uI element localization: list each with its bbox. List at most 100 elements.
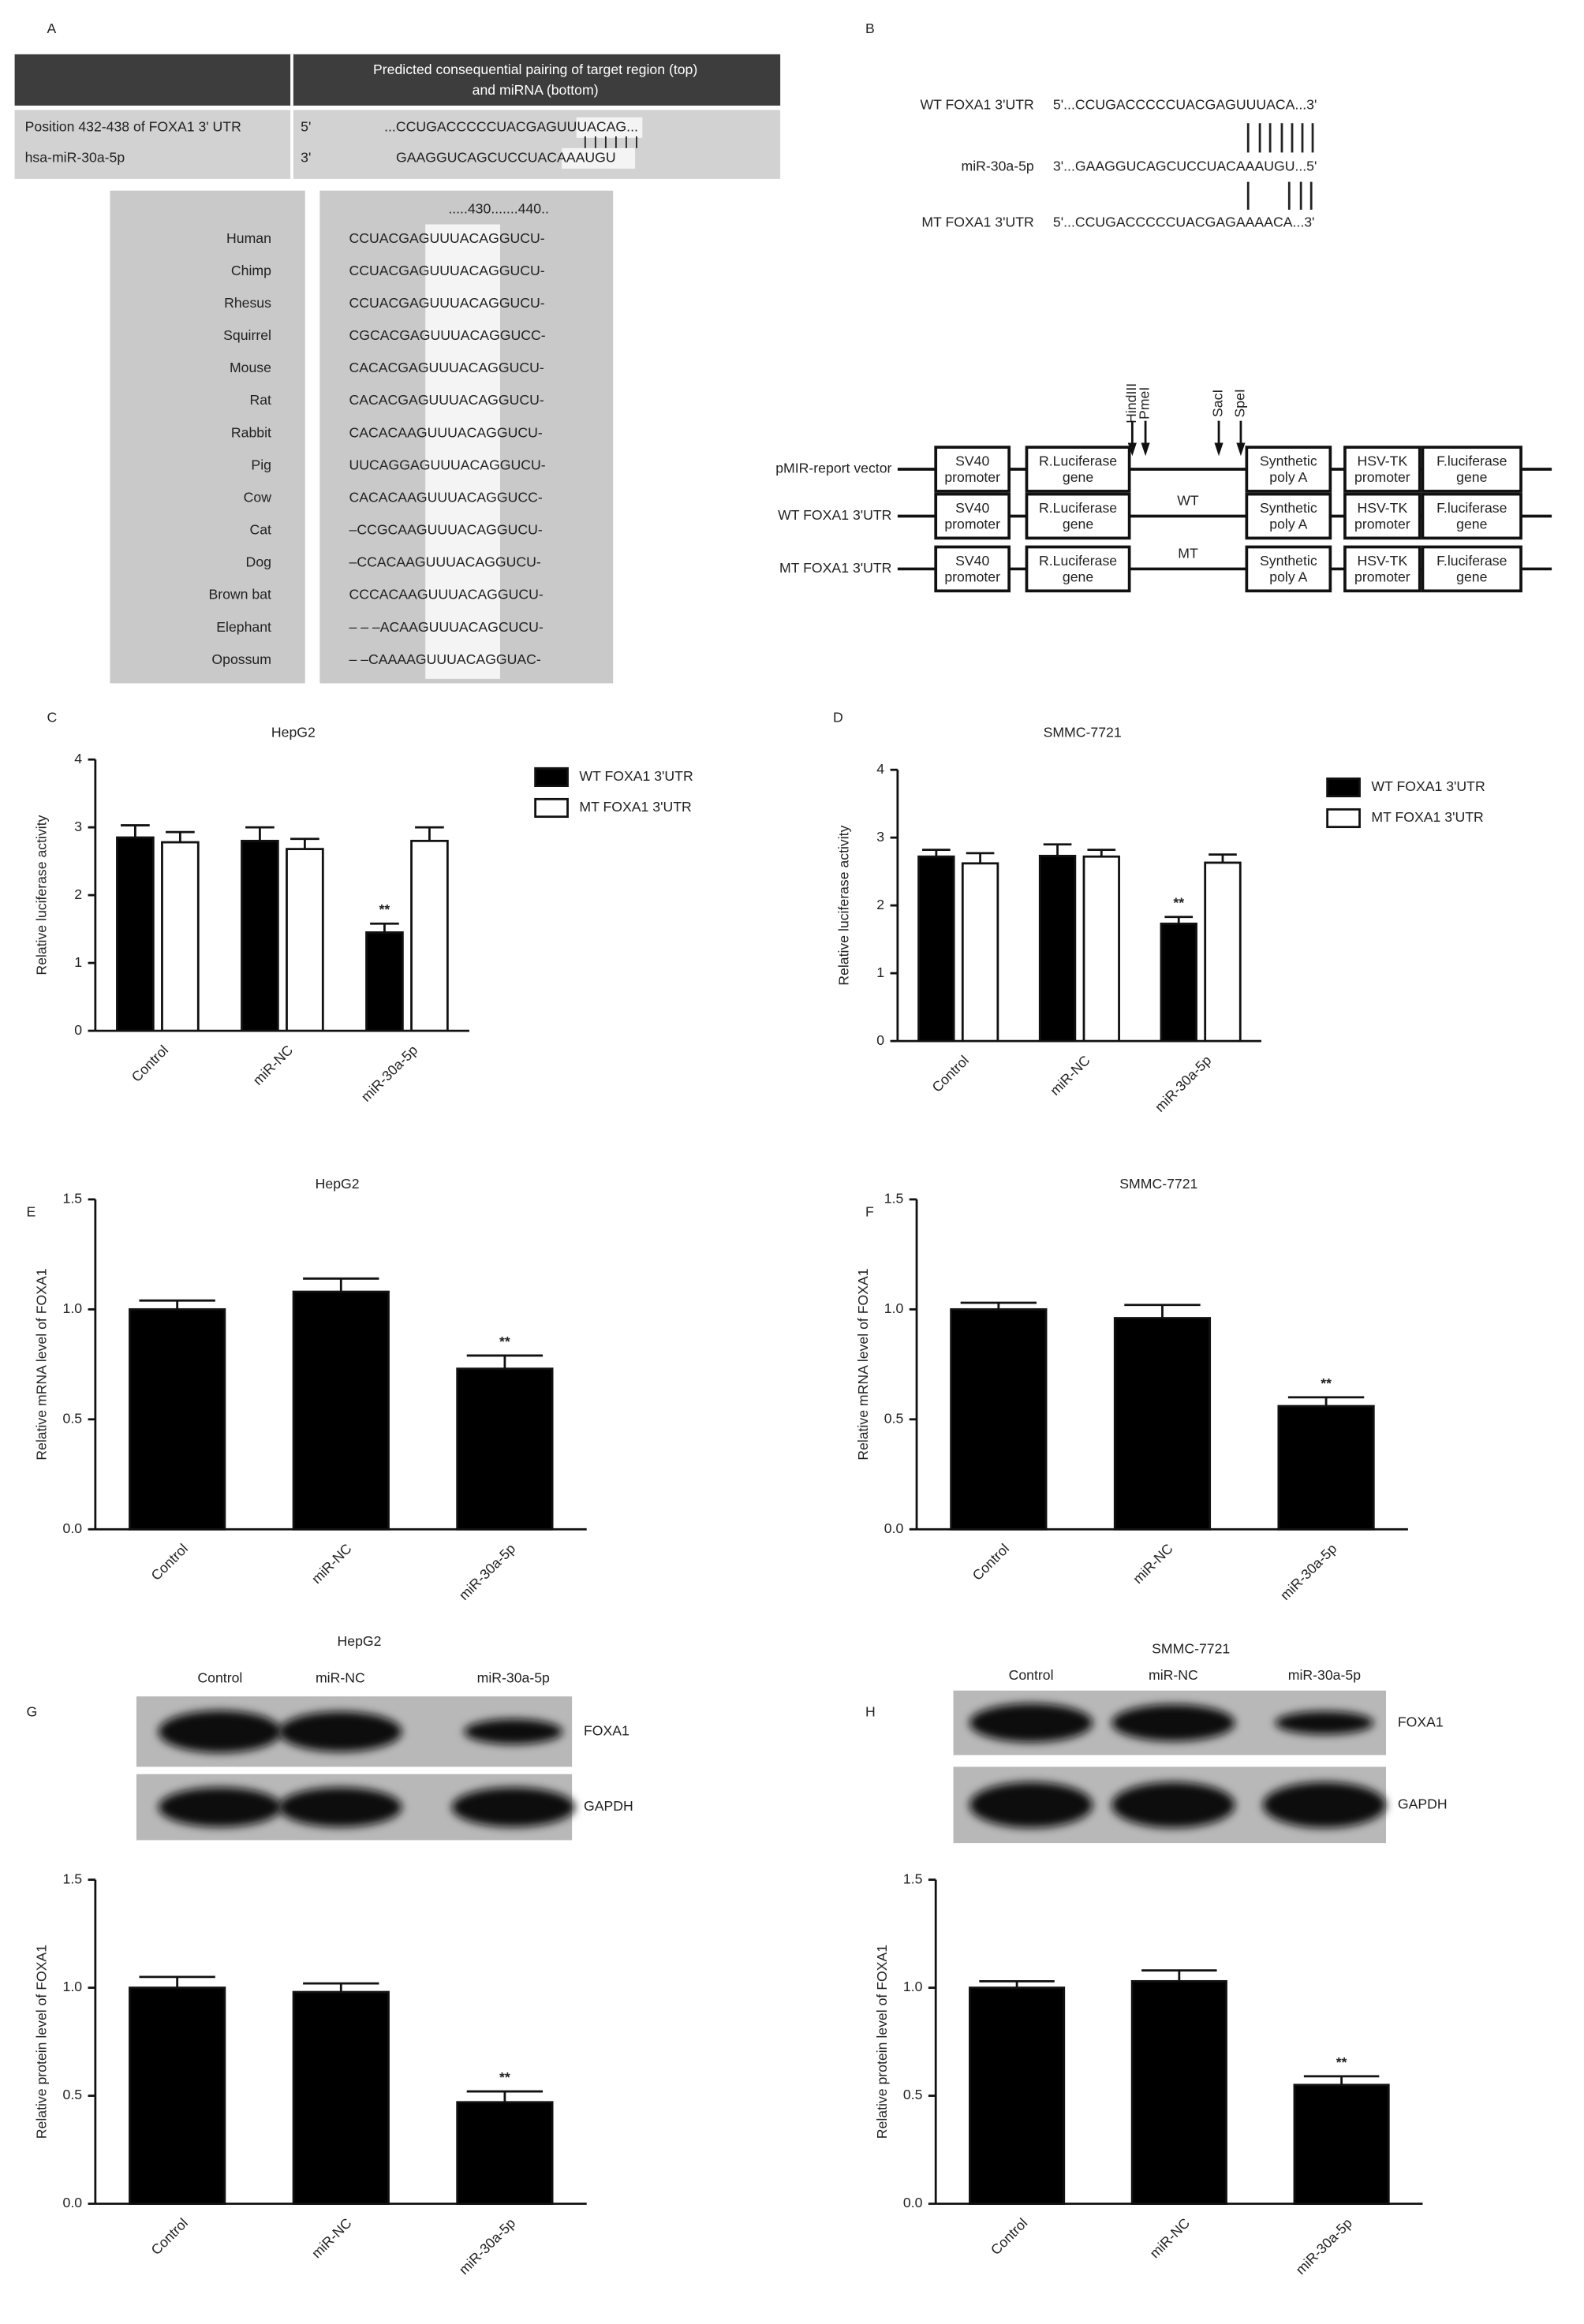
species-sequence: – – –ACAAGUUUACAGCUCU- [349,619,544,635]
y-tick-label: 0.5 [63,1410,83,1426]
row-name: Position 432-438 of FOXA1 3' UTR [25,118,241,134]
bar [1038,854,1077,1043]
vector-box [1025,545,1131,593]
blot-band [158,1710,282,1753]
bar [1293,2083,1390,2205]
y-tick-label: 0.5 [903,2087,923,2102]
panel-label: E [26,1203,35,1219]
x-tick-label: miR-NC [1047,1052,1093,1099]
bar [456,2101,554,2205]
restriction-site: HindIII [1123,383,1139,423]
panel-label: C [47,710,57,726]
x-tick-label: miR-NC [308,2215,355,2262]
y-tick-label: 4 [74,751,82,767]
construct-name: MT FOXA1 3'UTR [779,560,891,576]
bar [1204,861,1242,1043]
y-tick-label: 0.5 [63,2087,83,2102]
vector-box-text: promoter [1354,469,1410,485]
site-arrowhead [1214,442,1223,457]
vector-box-text: HSV-TK [1357,500,1407,516]
x-tick-label: miR-30a-5p [358,1042,420,1104]
bar [1082,855,1120,1043]
species-sequence: CCUACGAGUUUACAGGUCU- [349,230,545,246]
blot-band [1111,1781,1235,1828]
vector-box-text: promoter [1354,516,1410,532]
vector-box-text: Synthetic [1260,500,1317,516]
blot-lane: miR-30a-5p [1288,1667,1361,1683]
bar [365,931,404,1032]
blot-band [969,1781,1093,1828]
species-sequence: CCCACAAGUUUACAGGUCU- [349,587,544,602]
y-tick-label: 1.0 [63,1979,83,1994]
vector-box [1343,446,1421,493]
bar [961,862,999,1043]
vector-box-text: R.Luciferase [1039,553,1117,569]
x-tick-label: miR-30a-5p [1293,2215,1355,2277]
x-tick-label: Control [148,1541,191,1584]
blot-band [1111,1704,1235,1741]
vector-box-text: poly A [1269,516,1307,532]
y-tick-label: 0 [74,1022,82,1038]
site-arrowhead [1236,442,1246,457]
vector-box-text: promoter [944,469,1000,485]
y-tick-label: 1.5 [884,1191,904,1207]
legend-swatch [534,767,569,787]
y-axis-label: Relative luciferase activity [836,825,852,985]
bar [950,1307,1048,1531]
blot-band-label: GAPDH [1398,1796,1448,1811]
vector-box-text: F.luciferase [1436,553,1507,569]
species-sequence: CACACAAGUUUACAGGUCC- [349,489,543,505]
bar [129,1307,226,1531]
ruler: .....430.......440.. [448,201,549,217]
y-tick-label: 0.0 [884,1520,904,1536]
species-sequence: CGCACGAGUUUACAGGUCC- [349,327,546,343]
x-tick-label: miR-30a-5p [456,2215,518,2277]
bar [969,1986,1066,2205]
chart-title: SMMC-7721 [1044,724,1122,740]
panel-label: B [865,21,875,36]
sequence: ...CCUGACCCCCUACGAGUUUACAG... [384,118,638,134]
table-header [14,54,781,106]
bar [116,836,155,1032]
vector-box-text: promoter [944,516,1000,532]
blot-band-label: FOXA1 [1398,1714,1444,1729]
blot-lane: Control [197,1670,242,1686]
species-name: Pig [251,457,271,472]
vector-box-text: Synthetic [1260,553,1317,569]
y-tick-label: 0 [876,1032,884,1048]
panel-label: A [47,21,56,36]
y-axis-label: Relative mRNA level of FOXA1 [855,1268,871,1460]
x-tick-label: Control [929,1052,972,1095]
significance: ** [1336,2054,1347,2070]
sequence: GAAGGUCAGCUCCUACAAAUGU [396,150,616,166]
y-tick-label: 1.0 [63,1300,83,1316]
vector-box-text: gene [1063,469,1093,485]
significance: ** [379,901,390,917]
vector-box-text: gene [1063,516,1093,532]
strand-end: 3' [301,150,311,166]
x-tick-label: Control [969,1541,1012,1584]
site-arrowhead [1141,442,1150,457]
legend-swatch [1326,777,1361,798]
species-sequence: CACACAAGUUUACAGGUCU- [349,424,543,440]
seed-highlight [576,117,643,138]
y-tick-label: 3 [74,819,82,834]
species-name: Human [226,230,271,246]
y-tick-label: 1 [876,964,884,980]
vector-box-text: F.luciferase [1436,500,1507,516]
vector-box-text: R.Luciferase [1039,500,1117,516]
vector-box-text: poly A [1269,469,1307,485]
legend-label: WT FOXA1 3'UTR [1371,778,1485,794]
chart-title: HepG2 [338,1633,382,1649]
significance: ** [1173,895,1184,911]
species-name: Mouse [230,360,271,375]
blot-band [969,1703,1093,1743]
y-axis-label: Relative mRNA level of FOXA1 [34,1268,50,1460]
x-tick-label: miR-NC [1147,2215,1194,2262]
table-body [14,110,781,179]
x-tick-label: miR-NC [250,1042,297,1088]
y-tick-label: 0.0 [63,2195,83,2210]
vector-box [934,545,1011,593]
insert-label: WT [1177,493,1199,509]
y-tick-label: 0.0 [63,1520,83,1536]
